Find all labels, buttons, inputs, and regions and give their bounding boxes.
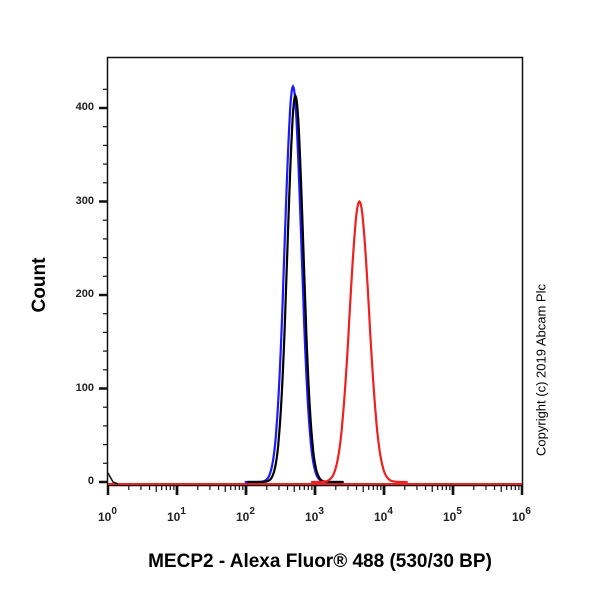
y-axis-label: Count — [29, 257, 50, 313]
x-axis-ticks — [106, 486, 524, 495]
copyright-note: Copyright (c) 2019 Abcam Plc — [533, 284, 549, 456]
x-tick-label: 100 — [98, 506, 117, 524]
plot-frame — [106, 56, 524, 487]
x-tick-label: 104 — [374, 506, 393, 524]
histogram-curve-blue — [244, 84, 342, 484]
x-tick-label: 106 — [512, 506, 531, 524]
y-axis-ticks — [99, 88, 108, 484]
y-tick-label: 200 — [75, 288, 94, 300]
histogram-curve-black — [247, 93, 344, 484]
y-tick-label: 100 — [75, 381, 94, 394]
y-tick-label: 300 — [75, 194, 94, 207]
x-tick-label: 102 — [236, 506, 255, 524]
x-tick-label: 105 — [443, 506, 462, 524]
y-tick-label: 0 — [87, 475, 94, 487]
y-tick-label: 400 — [75, 101, 94, 113]
x-tick-label: 101 — [167, 506, 186, 524]
histogram-curves — [107, 84, 522, 485]
x-tick-label: 103 — [305, 506, 324, 524]
histogram-curve-red — [311, 199, 408, 484]
x-axis-label: MECP2 - Alexa Fluor® 488 (530/30 BP) — [148, 551, 492, 572]
